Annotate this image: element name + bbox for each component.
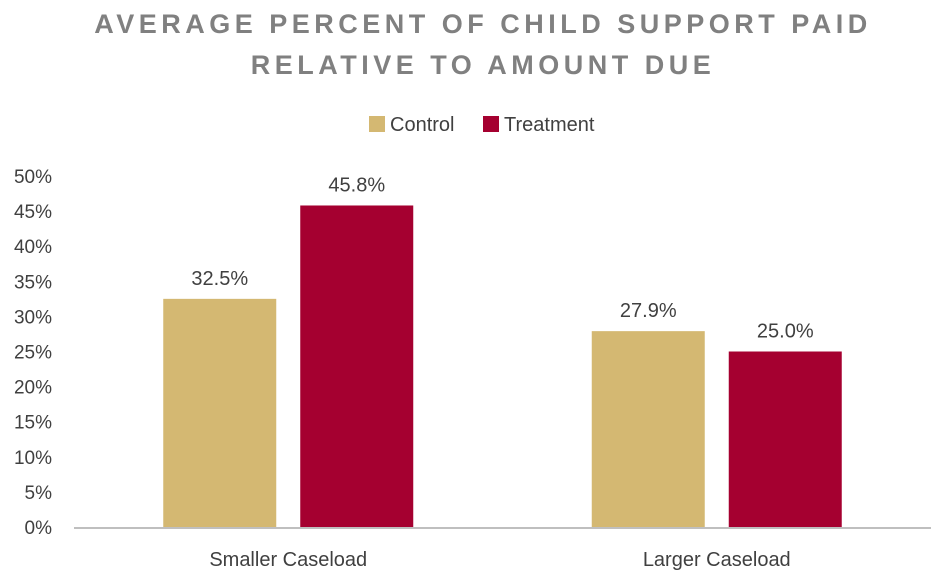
data-label-control-larger-caseload: 27.9% [620,300,677,322]
y-tick-label-20: 20% [14,378,52,399]
y-tick-label-30: 30% [14,307,52,328]
chart-title-line-1: AVERAGE PERCENT OF CHILD SUPPORT PAID [94,9,872,39]
bars-group [163,205,842,527]
data-label-treatment-larger-caseload: 25.0% [757,321,814,343]
y-tick-label-10: 10% [14,448,52,469]
y-tick-label-15: 15% [14,413,52,434]
y-tick-label-45: 45% [14,202,52,223]
data-labels-group: 32.5% 45.8% 27.9% 25.0% [191,174,813,342]
x-category-label-larger-caseload: Larger Caseload [643,549,791,571]
y-tick-label-0: 0% [25,518,53,539]
legend-swatch-treatment [483,116,499,132]
y-tick-label-25: 25% [14,343,52,364]
chart-legend: Control Treatment [369,114,595,136]
chart-title-line-2: RELATIVE TO AMOUNT DUE [251,50,716,80]
bar-control-smaller-caseload [163,298,277,527]
y-tick-label-5: 5% [25,483,53,504]
x-axis: Smaller Caseload Larger Caseload [74,527,931,571]
x-category-label-smaller-caseload: Smaller Caseload [209,549,367,571]
bar-control-larger-caseload [591,331,705,527]
y-tick-label-50: 50% [14,167,52,188]
legend-swatch-control [369,116,385,132]
y-tick-label-40: 40% [14,237,52,258]
bar-treatment-larger-caseload [728,351,842,527]
y-tick-label-35: 35% [14,272,52,293]
legend-label-treatment: Treatment [504,114,595,136]
y-axis: 0% 5% 10% 15% 20% 25% 30% 35% 40% 45% 50% [14,167,52,539]
bar-treatment-smaller-caseload [300,205,414,527]
legend-label-control: Control [390,114,454,136]
chart-title: AVERAGE PERCENT OF CHILD SUPPORT PAID RE… [94,9,872,80]
data-label-treatment-smaller-caseload: 45.8% [328,174,385,196]
data-label-control-smaller-caseload: 32.5% [191,268,248,290]
